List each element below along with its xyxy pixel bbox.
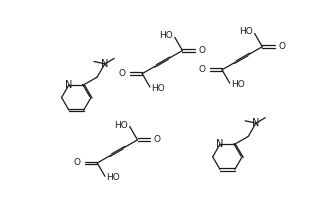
Text: O: O [154,135,161,144]
Text: N: N [101,59,108,69]
Text: O: O [119,69,126,78]
Text: O: O [74,159,81,167]
Text: HO: HO [115,121,128,130]
Text: O: O [199,65,206,74]
Text: O: O [278,42,286,51]
Text: HO: HO [160,31,173,40]
Text: HO: HO [107,173,120,182]
Text: N: N [216,139,224,149]
Text: HO: HO [231,80,245,89]
Text: N: N [65,80,73,90]
Text: N: N [252,118,260,128]
Text: O: O [199,46,206,55]
Text: HO: HO [239,27,253,36]
Text: HO: HO [152,84,165,93]
